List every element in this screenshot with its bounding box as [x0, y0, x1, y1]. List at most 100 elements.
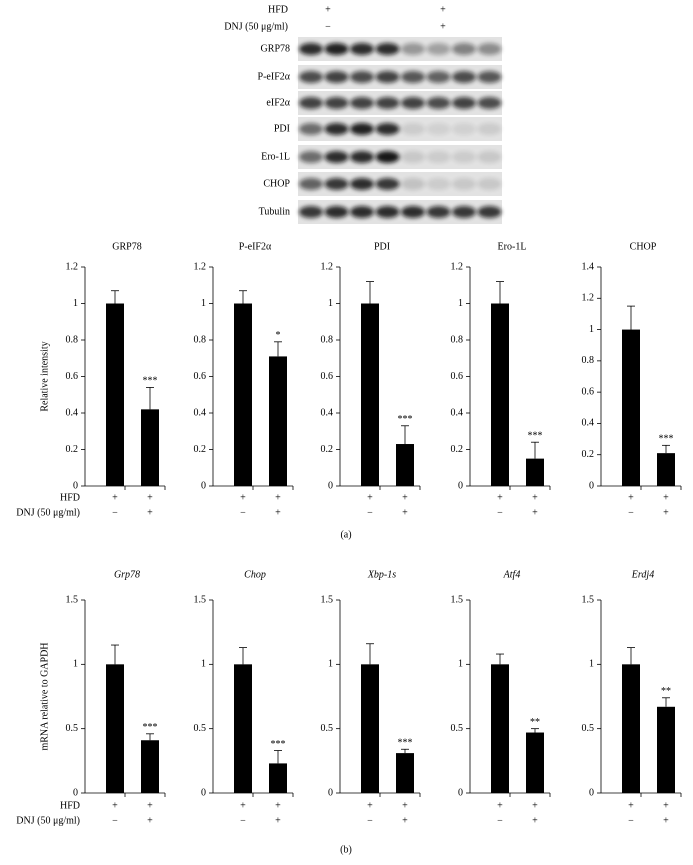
- y-tick-label: 0.8: [66, 334, 79, 345]
- band: [375, 178, 400, 190]
- chart-title: Chop: [244, 569, 266, 580]
- band: [477, 123, 502, 135]
- y-tick-label: 0.8: [582, 355, 595, 366]
- significance: **: [661, 686, 671, 697]
- chart-title: Ero-1L: [498, 241, 527, 252]
- dnj-sign: +: [402, 507, 408, 518]
- y-tick-label: 0.4: [451, 407, 464, 418]
- dnj-sign: −: [628, 507, 634, 518]
- significance: ***: [398, 738, 413, 749]
- hfd-sign: +: [663, 800, 669, 811]
- chart-title: CHOP: [630, 241, 657, 252]
- hfd-sign: +: [240, 492, 246, 503]
- band: [299, 206, 323, 218]
- band: [350, 43, 374, 55]
- y-tick-label: 0.6: [321, 371, 334, 382]
- y-tick-label: 1: [328, 659, 333, 670]
- hfd-sign: +: [497, 492, 503, 503]
- y-tick-label: 0.5: [582, 723, 595, 734]
- band: [324, 151, 349, 163]
- band: [375, 151, 400, 163]
- y-tick-label: 1.5: [66, 594, 79, 605]
- chart-title: P-eIF2α: [239, 241, 272, 252]
- band: [477, 151, 502, 163]
- protein-label: PDI: [274, 123, 290, 134]
- y-tick-label: 0.4: [321, 407, 334, 418]
- y-tick-label: 1.2: [582, 293, 595, 304]
- band: [324, 97, 349, 109]
- dnj-sign: −: [367, 507, 373, 518]
- y-tick-label: 1.2: [451, 261, 464, 272]
- chart-title: PDI: [374, 241, 390, 252]
- y-tick-label: 1: [201, 659, 206, 670]
- y-tick-label: 1: [458, 298, 463, 309]
- hfd-sign: +: [497, 800, 503, 811]
- band: [375, 206, 400, 218]
- hfd-label: HFD: [268, 4, 288, 15]
- hfd-sign: +: [367, 800, 373, 811]
- dnj-sign: +: [532, 507, 538, 518]
- hfd-sign: +: [628, 800, 634, 811]
- hfd-sign: +: [532, 800, 538, 811]
- y-tick-label: 1.5: [451, 594, 464, 605]
- dnj-sign: −: [367, 815, 373, 826]
- band: [299, 43, 323, 55]
- band: [299, 151, 323, 163]
- band: [452, 151, 476, 163]
- y-tick-label: 0.8: [451, 334, 464, 345]
- y-tick-label: 1: [589, 659, 594, 670]
- y-tick-label: 0.8: [194, 334, 207, 345]
- y-tick-label: 0.4: [194, 407, 207, 418]
- band: [299, 123, 323, 135]
- protein-label: CHOP: [263, 178, 290, 189]
- band: [324, 71, 349, 83]
- hfd-label: HFD: [60, 800, 80, 811]
- hfd-sign: +: [663, 492, 669, 503]
- y-tick-label: 0.5: [66, 723, 79, 734]
- y-tick-label: 1.5: [194, 594, 207, 605]
- band: [426, 43, 451, 55]
- band: [452, 71, 476, 83]
- hfd-sign: +: [240, 800, 246, 811]
- band: [299, 71, 323, 83]
- y-tick-label: 0.2: [66, 444, 79, 455]
- band: [452, 178, 476, 190]
- band: [350, 206, 374, 218]
- bar: [526, 458, 544, 486]
- protein-label: P-eIF2α: [258, 71, 291, 82]
- dnj-sign: −: [112, 815, 118, 826]
- dnj-sign: +: [275, 815, 281, 826]
- protein-label: GRP78: [261, 43, 290, 54]
- chart-title: GRP78: [112, 241, 141, 252]
- bar: [491, 664, 509, 793]
- dnj-sign: +: [147, 507, 153, 518]
- bar: [622, 664, 640, 793]
- y-tick-label: 0: [458, 787, 463, 798]
- band: [426, 206, 451, 218]
- band: [477, 206, 502, 218]
- bar: [106, 303, 124, 486]
- y-tick-label: 1: [201, 298, 206, 309]
- band: [375, 71, 400, 83]
- significance: ***: [398, 414, 413, 425]
- band: [324, 178, 349, 190]
- bar: [141, 740, 159, 793]
- bar: [526, 732, 544, 793]
- band: [324, 43, 349, 55]
- band: [350, 97, 374, 109]
- chart-title: Grp78: [114, 569, 140, 580]
- bar: [141, 409, 159, 486]
- band: [452, 43, 476, 55]
- bar: [106, 664, 124, 793]
- significance: ***: [528, 430, 543, 441]
- significance: ***: [659, 434, 674, 445]
- dnj-sign: −: [628, 815, 634, 826]
- band: [324, 123, 349, 135]
- hfd-sign: +: [628, 492, 634, 503]
- band: [452, 97, 476, 109]
- bar: [622, 329, 640, 486]
- hfd-sign: +: [147, 492, 153, 503]
- y-tick-label: 1: [328, 298, 333, 309]
- dnj-label: DNJ (50 μg/ml): [16, 815, 80, 826]
- band: [401, 97, 425, 109]
